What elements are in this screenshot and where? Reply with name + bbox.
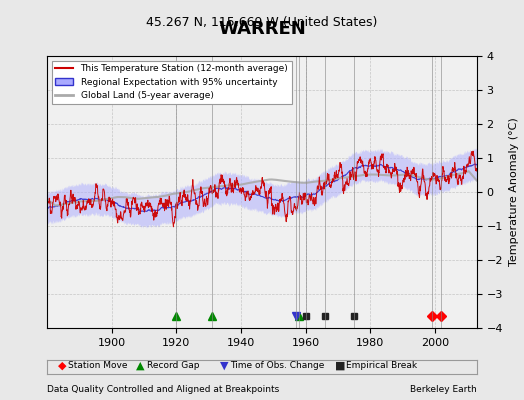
Text: ◆: ◆ [58, 361, 66, 371]
Text: Station Move: Station Move [68, 362, 128, 370]
Text: Empirical Break: Empirical Break [346, 362, 417, 370]
Text: Berkeley Earth: Berkeley Earth [410, 385, 477, 394]
Text: ▲: ▲ [136, 361, 145, 371]
Text: Time of Obs. Change: Time of Obs. Change [231, 362, 325, 370]
Legend: This Temperature Station (12-month average), Regional Expectation with 95% uncer: This Temperature Station (12-month avera… [52, 60, 292, 104]
Text: ■: ■ [335, 361, 346, 371]
Text: Data Quality Controlled and Aligned at Breakpoints: Data Quality Controlled and Aligned at B… [47, 385, 279, 394]
Title: WARREN: WARREN [218, 20, 306, 38]
Text: ▼: ▼ [220, 361, 228, 371]
Y-axis label: Temperature Anomaly (°C): Temperature Anomaly (°C) [509, 118, 519, 266]
Text: 45.267 N, 115.669 W (United States): 45.267 N, 115.669 W (United States) [146, 16, 378, 29]
Text: Record Gap: Record Gap [147, 362, 199, 370]
